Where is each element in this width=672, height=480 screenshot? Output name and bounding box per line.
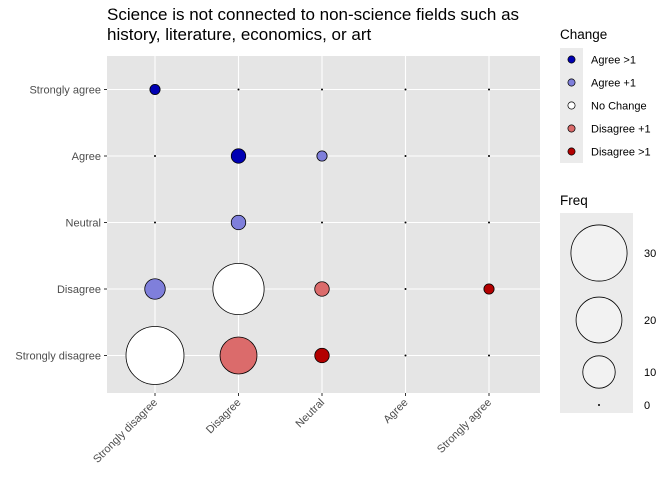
point-agree-neutral [404,221,407,224]
size-legend-item-10: 10 [582,355,656,389]
point-strongly-agree-strongly-disagree [488,354,490,357]
point-strongly-disagree-agree [154,155,156,157]
color-legend-item-disagree-1: Disagree +1 [560,117,651,140]
point-disagree-strongly-agree [237,88,240,91]
color-legend-label: No Change [591,101,647,113]
chart-title-line-1: Science is not connected to non-science … [107,5,519,24]
point-disagree-neutral [230,214,247,231]
color-legend-swatch [567,124,576,133]
point-agree-disagree [404,288,407,290]
size-legend-item-20: 20 [575,296,656,344]
point-disagree-strongly-disagree [219,336,258,375]
point-agree-strongly-agree [404,88,407,91]
size-legend-title: Freq [560,193,588,208]
x-tick-label-disagree: Disagree [204,397,244,437]
color-legend: Change Agree >1 Agree +1 No Change Disagree… [560,27,651,163]
y-tick-label-strongly-disagree: Strongly disagree [15,351,101,363]
x-tick-label-neutral: Neutral [294,397,328,431]
color-legend-label: Agree +1 [591,78,636,90]
color-legend-swatch [567,78,576,87]
point-neutral-strongly-disagree [314,347,330,364]
chart-title-line-2: history, literature, economics, or art [107,25,371,44]
plot-panel [107,56,540,393]
size-legend-item-0: 0 [598,400,650,412]
point-strongly-disagree-strongly-disagree [125,326,185,385]
point-agree-agree [404,155,407,157]
point-neutral-strongly-agree [321,88,323,91]
color-legend-item-agree-1: Agree >1 [560,48,636,71]
point-disagree-disagree [212,262,265,316]
color-legend-label: Disagree +1 [591,124,651,136]
color-legend-label: Disagree >1 [591,147,651,159]
chart-title: Science is not connected to non-science … [107,5,519,44]
y-axis: Strongly agree Agree Neutral Disagree Strong… [15,85,107,363]
point-strongly-agree-disagree [483,283,495,295]
size-legend-swatch [598,404,600,406]
point-agree-strongly-disagree [404,354,407,357]
size-legend-item-30: 30 [570,224,656,282]
color-legend-swatch [567,55,576,64]
color-legend-item-disagree-1: Disagree >1 [560,140,651,163]
point-neutral-neutral [321,221,323,224]
x-tick-label-strongly-agree: Strongly agree [435,397,494,456]
point-strongly-agree-strongly-agree [488,88,490,91]
point-disagree-agree [230,148,247,164]
y-tick-label-neutral: Neutral [66,218,101,230]
size-legend-label: 0 [644,400,650,412]
y-tick-label-strongly-agree: Strongly agree [29,85,101,97]
size-legend: Freq 30 20 10 0 [560,193,656,413]
size-legend-swatch [582,355,616,389]
color-legend-label: Agree >1 [591,55,636,67]
point-strongly-disagree-disagree [144,278,166,300]
color-legend-item-no-change: No Change [560,94,647,117]
data-points [125,83,495,385]
point-strongly-agree-neutral [488,221,490,224]
color-legend-swatch [567,101,576,110]
point-neutral-disagree [314,281,330,297]
point-strongly-agree-agree [488,155,490,157]
point-neutral-agree [316,150,328,162]
size-legend-swatch [575,296,623,344]
y-tick-label-disagree: Disagree [57,284,101,296]
x-tick-label-strongly-disagree: Strongly disagree [91,397,160,466]
y-tick-label-agree: Agree [72,151,101,163]
color-legend-swatch [567,147,576,156]
size-legend-label: 20 [644,315,656,327]
x-axis: Strongly disagree Disagree Neutral Agree Str… [91,393,494,466]
point-strongly-disagree-strongly-agree [149,83,161,96]
size-legend-label: 10 [644,367,656,379]
size-legend-label: 30 [644,248,656,260]
color-legend-item-agree-1: Agree +1 [560,71,636,94]
size-legend-swatch [570,224,628,282]
color-legend-title: Change [560,27,607,42]
x-tick-label-agree: Agree [381,397,410,426]
point-strongly-disagree-neutral [154,221,156,224]
